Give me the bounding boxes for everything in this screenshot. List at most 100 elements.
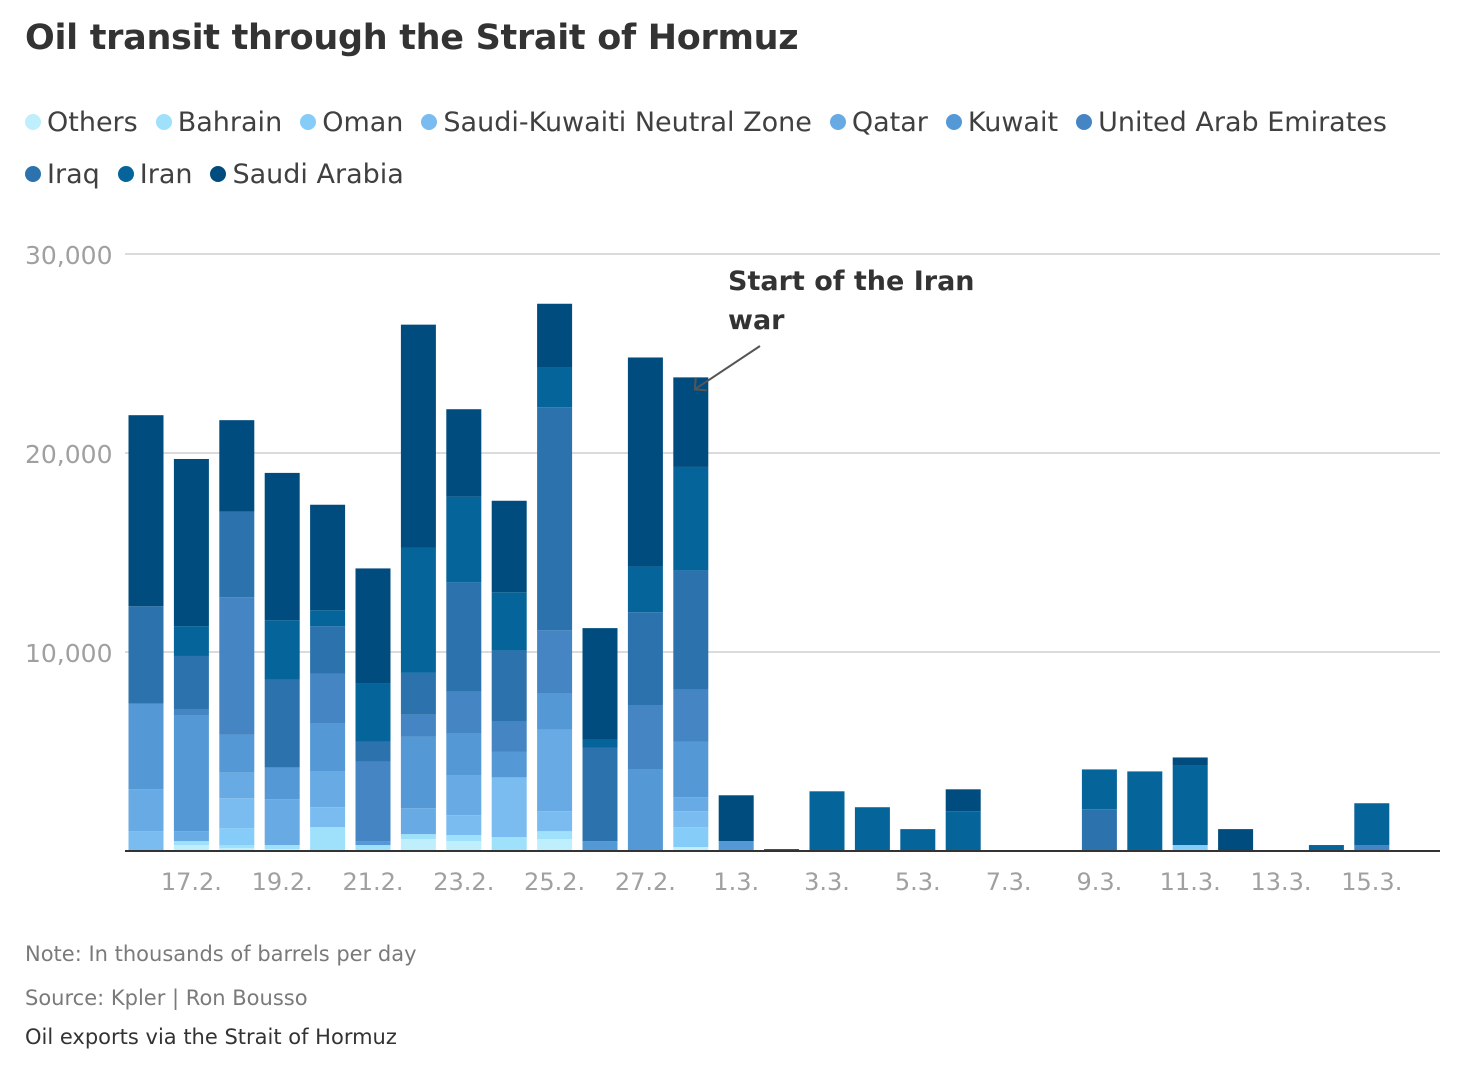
x-tick-label: 27.2.: [615, 868, 676, 896]
chart-caption: Oil exports via the Strait of Hormuz: [25, 1025, 397, 1049]
chart-source: Source: Kpler | Ron Bousso: [25, 986, 308, 1010]
annotation-text: war: [728, 305, 785, 336]
bar-segment: [128, 789, 164, 832]
bar-segment: [673, 570, 709, 690]
bar-segment: [219, 420, 255, 512]
bar-segment: [627, 612, 663, 706]
bar-segment: [854, 807, 890, 851]
annotation-arrowhead: [693, 377, 707, 392]
bar-segment: [264, 799, 300, 846]
legend-item: Saudi-Kuwaiti Neutral Zone: [421, 100, 812, 144]
legend-swatch: [300, 114, 317, 130]
bar-segment: [310, 723, 346, 772]
bar-segment: [400, 839, 436, 851]
bar-segment: [627, 357, 663, 567]
bar-segment: [809, 791, 845, 851]
bar-segment: [128, 606, 164, 704]
legend-swatch: [25, 114, 41, 130]
bar-segment: [400, 547, 436, 673]
bar-segment: [627, 769, 663, 851]
bar-segment: [219, 511, 255, 598]
legend-item: Kuwait: [945, 100, 1059, 144]
x-tick-label: 25.2.: [524, 868, 585, 896]
bar-segment: [900, 829, 936, 851]
y-tick-label: 20,000: [25, 440, 112, 469]
bar-segment: [446, 815, 482, 836]
legend-label: United Arab Emirates: [1098, 106, 1387, 138]
bar-segment: [537, 367, 573, 408]
bar-segment: [173, 626, 209, 656]
bar-segment: [128, 415, 164, 607]
bar-segment: [1354, 845, 1390, 851]
legend-item: United Arab Emirates: [1076, 100, 1387, 144]
bar-segment: [673, 811, 709, 828]
bar-segment: [219, 597, 255, 735]
bar-segment: [400, 714, 436, 737]
legend-label: Iraq: [47, 158, 100, 190]
legend-swatch: [25, 166, 41, 182]
x-tick-label: 7.3.: [986, 868, 1032, 896]
bar-segment: [446, 841, 482, 851]
legend-swatch: [421, 114, 438, 130]
legend-label: Kuwait: [967, 106, 1059, 138]
bar-segment: [219, 848, 255, 851]
bar-segment: [673, 377, 709, 467]
x-tick-label: 3.3.: [804, 868, 850, 896]
bar-segment: [582, 739, 618, 748]
bar-segment: [355, 741, 391, 762]
bar-segment: [491, 592, 527, 651]
bar-segment: [264, 767, 300, 800]
bar-segment: [673, 741, 709, 798]
bar-segment: [446, 582, 482, 692]
bar-segment: [1172, 765, 1208, 846]
bar-segment: [582, 628, 618, 740]
bar-segment: [446, 409, 482, 497]
bar-segment: [491, 751, 527, 778]
bar-segment: [310, 626, 346, 674]
bar-segment: [1218, 829, 1254, 851]
bar-segment: [355, 845, 391, 851]
legend-swatch: [155, 114, 172, 130]
bar-segment: [310, 827, 346, 851]
bar-segment: [1127, 771, 1163, 851]
chart-plot: 10,000 20,000 30,000 17.2. 19.2. 21.2. 23.2. 25…: [25, 241, 1440, 896]
legend-item: Iraq: [25, 152, 100, 196]
bar-segment: [400, 672, 436, 715]
legend-label: Bahrain: [177, 106, 283, 138]
bar-segment: [1172, 757, 1208, 766]
bar-segment: [400, 834, 436, 840]
bar-segment: [537, 630, 573, 694]
bar-segment: [537, 303, 573, 368]
bar-segment: [537, 839, 573, 851]
x-tick-label: 1.3.: [713, 868, 759, 896]
legend-item: Bahrain: [155, 100, 283, 144]
bar-segment: [491, 777, 527, 838]
bar-segment: [1172, 845, 1208, 851]
bar-segment: [128, 831, 164, 851]
bar-segment: [446, 733, 482, 776]
bar-segment: [718, 795, 754, 842]
bar-segment: [264, 845, 300, 850]
x-tick-label: 19.2.: [252, 868, 313, 896]
legend-swatch: [117, 166, 134, 182]
chart-title: Oil transit through the Strait of Hormuz: [25, 18, 799, 58]
bar-segment: [491, 650, 527, 722]
bar-segment: [582, 747, 618, 842]
bar-segment: [1308, 845, 1344, 851]
legend-label: Saudi Arabia: [232, 158, 404, 190]
bar-segment: [491, 500, 527, 593]
bar-segment: [673, 466, 709, 571]
legend-swatch: [1076, 114, 1093, 130]
bar-segment: [219, 845, 255, 849]
bar-segment: [537, 729, 573, 812]
legend-label: Saudi-Kuwaiti Neutral Zone: [443, 106, 812, 138]
bar-segment: [582, 841, 618, 851]
bar-segment: [264, 620, 300, 680]
bar-segment: [400, 808, 436, 835]
bar-segment: [945, 789, 981, 812]
y-tick-label: 30,000: [25, 241, 112, 270]
legend-label: Iran: [139, 158, 193, 190]
bar-segment: [945, 811, 981, 851]
legend-item: Qatar: [829, 100, 928, 144]
bar-segment: [219, 828, 255, 846]
